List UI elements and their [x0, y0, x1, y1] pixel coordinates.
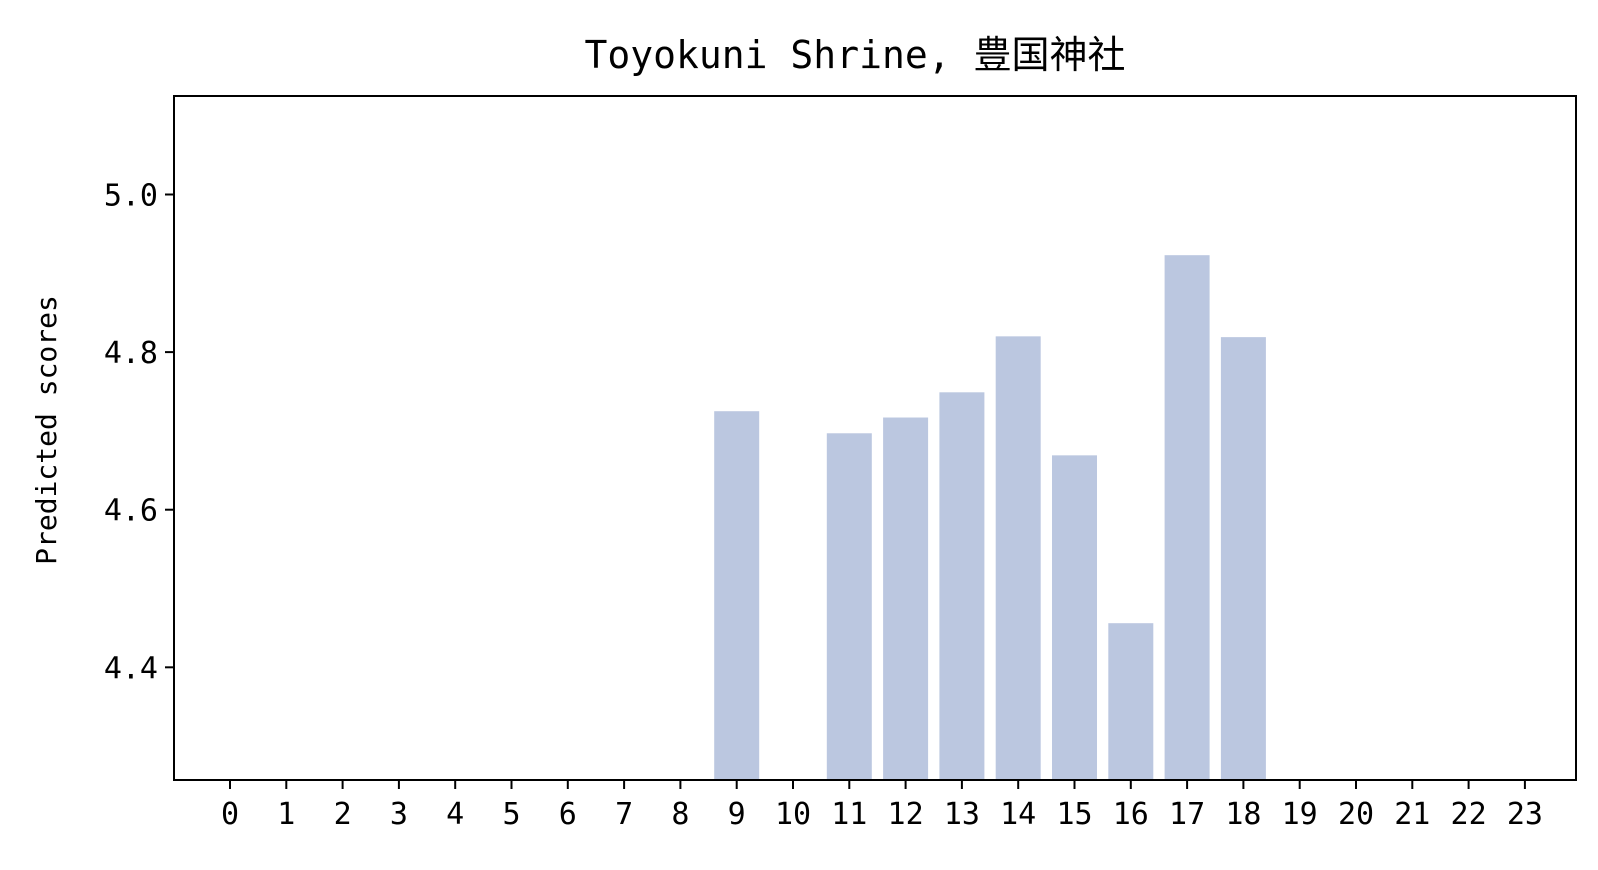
x-tick-label-1: 1 [277, 797, 295, 832]
x-tick-label-14: 14 [1000, 797, 1036, 832]
x-tick-label-9: 9 [728, 797, 746, 832]
bar-12 [883, 417, 929, 780]
x-tick-label-3: 3 [390, 797, 408, 832]
y-axis: 4.4 4.6 4.8 5.0 [104, 179, 174, 686]
x-tick-label-12: 12 [888, 797, 924, 832]
x-tick-label-17: 17 [1169, 797, 1205, 832]
plot-frame [173, 95, 1577, 781]
x-tick-label-13: 13 [944, 797, 980, 832]
bar-9 [714, 411, 760, 780]
x-tick-label-22: 22 [1451, 797, 1487, 832]
x-axis: 0 1 2 3 4 5 6 7 8 9 10 11 12 13 14 15 16 17 18 19 20 21 22 23 [221, 780, 1543, 832]
y-tick-label-4.4: 4.4 [104, 651, 158, 686]
bar-13 [939, 392, 985, 780]
x-tick-label-10: 10 [775, 797, 811, 832]
x-tick-label-4: 4 [446, 797, 464, 832]
bar-18 [1220, 337, 1266, 780]
x-tick-label-11: 11 [831, 797, 867, 832]
bar-14 [995, 336, 1041, 780]
y-tick-label-4.8: 4.8 [104, 336, 158, 371]
x-tick-label-20: 20 [1338, 797, 1374, 832]
x-tick-label-23: 23 [1507, 797, 1543, 832]
x-tick-label-19: 19 [1282, 797, 1318, 832]
x-tick-label-2: 2 [334, 797, 352, 832]
x-tick-label-8: 8 [671, 797, 689, 832]
x-tick-label-15: 15 [1056, 797, 1092, 832]
y-tick-label-5.0: 5.0 [104, 179, 158, 214]
bar-11 [826, 433, 872, 780]
x-tick-label-6: 6 [559, 797, 577, 832]
chart-title: Toyokuni Shrine, 豊国神社 [585, 33, 1126, 77]
x-tick-label-0: 0 [221, 797, 239, 832]
x-tick-label-5: 5 [502, 797, 520, 832]
bar-17 [1164, 255, 1210, 781]
x-tick-label-16: 16 [1113, 797, 1149, 832]
x-tick-label-21: 21 [1394, 797, 1430, 832]
bars-group [714, 255, 1266, 781]
y-axis-label: Predicted scores [30, 295, 63, 565]
bar-16 [1108, 623, 1154, 780]
bar-15 [1052, 455, 1097, 780]
y-tick-label-4.6: 4.6 [104, 494, 158, 529]
x-tick-label-7: 7 [615, 797, 633, 832]
x-tick-label-18: 18 [1225, 797, 1261, 832]
